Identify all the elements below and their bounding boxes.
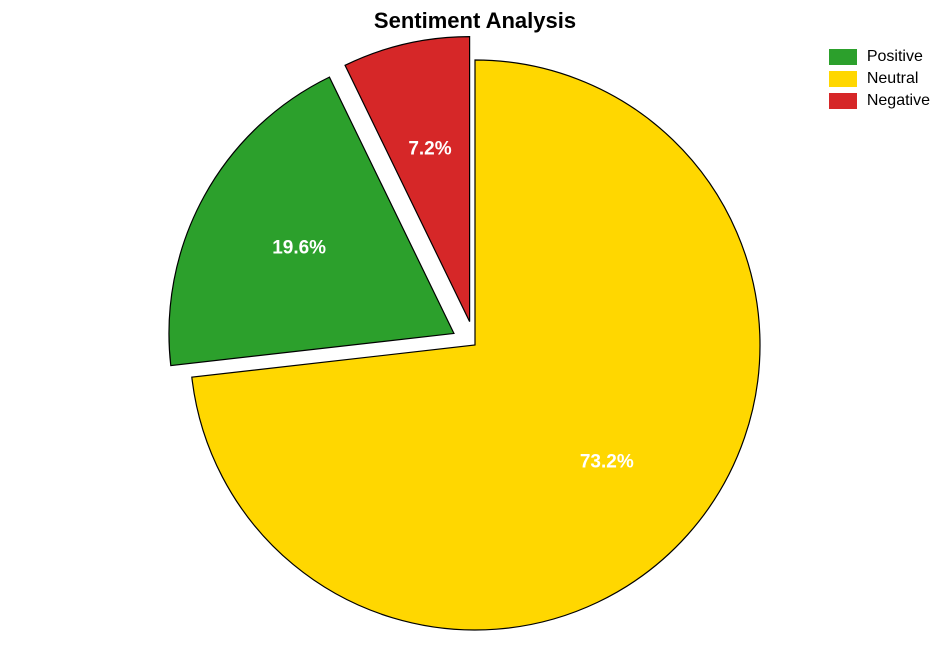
legend-swatch-positive: [829, 49, 857, 65]
sentiment-pie-chart: Sentiment Analysis 73.2%19.6%7.2% Positi…: [0, 0, 950, 662]
pie-label-positive: 19.6%: [272, 237, 326, 258]
pie-label-negative: 7.2%: [408, 138, 451, 159]
legend-label-negative: Negative: [867, 92, 930, 110]
pie-svg: 73.2% 19.6% 7.2%: [0, 0, 950, 662]
legend-item-neutral: Neutral: [829, 70, 930, 88]
pie-label-neutral: 73.2%: [580, 452, 634, 473]
legend-swatch-neutral: [829, 71, 857, 87]
legend-swatch-negative: [829, 93, 857, 109]
legend-item-positive: Positive: [829, 48, 930, 66]
legend-label-neutral: Neutral: [867, 70, 919, 88]
legend-label-positive: Positive: [867, 48, 923, 66]
legend: Positive Neutral Negative: [829, 48, 930, 114]
legend-item-negative: Negative: [829, 92, 930, 110]
